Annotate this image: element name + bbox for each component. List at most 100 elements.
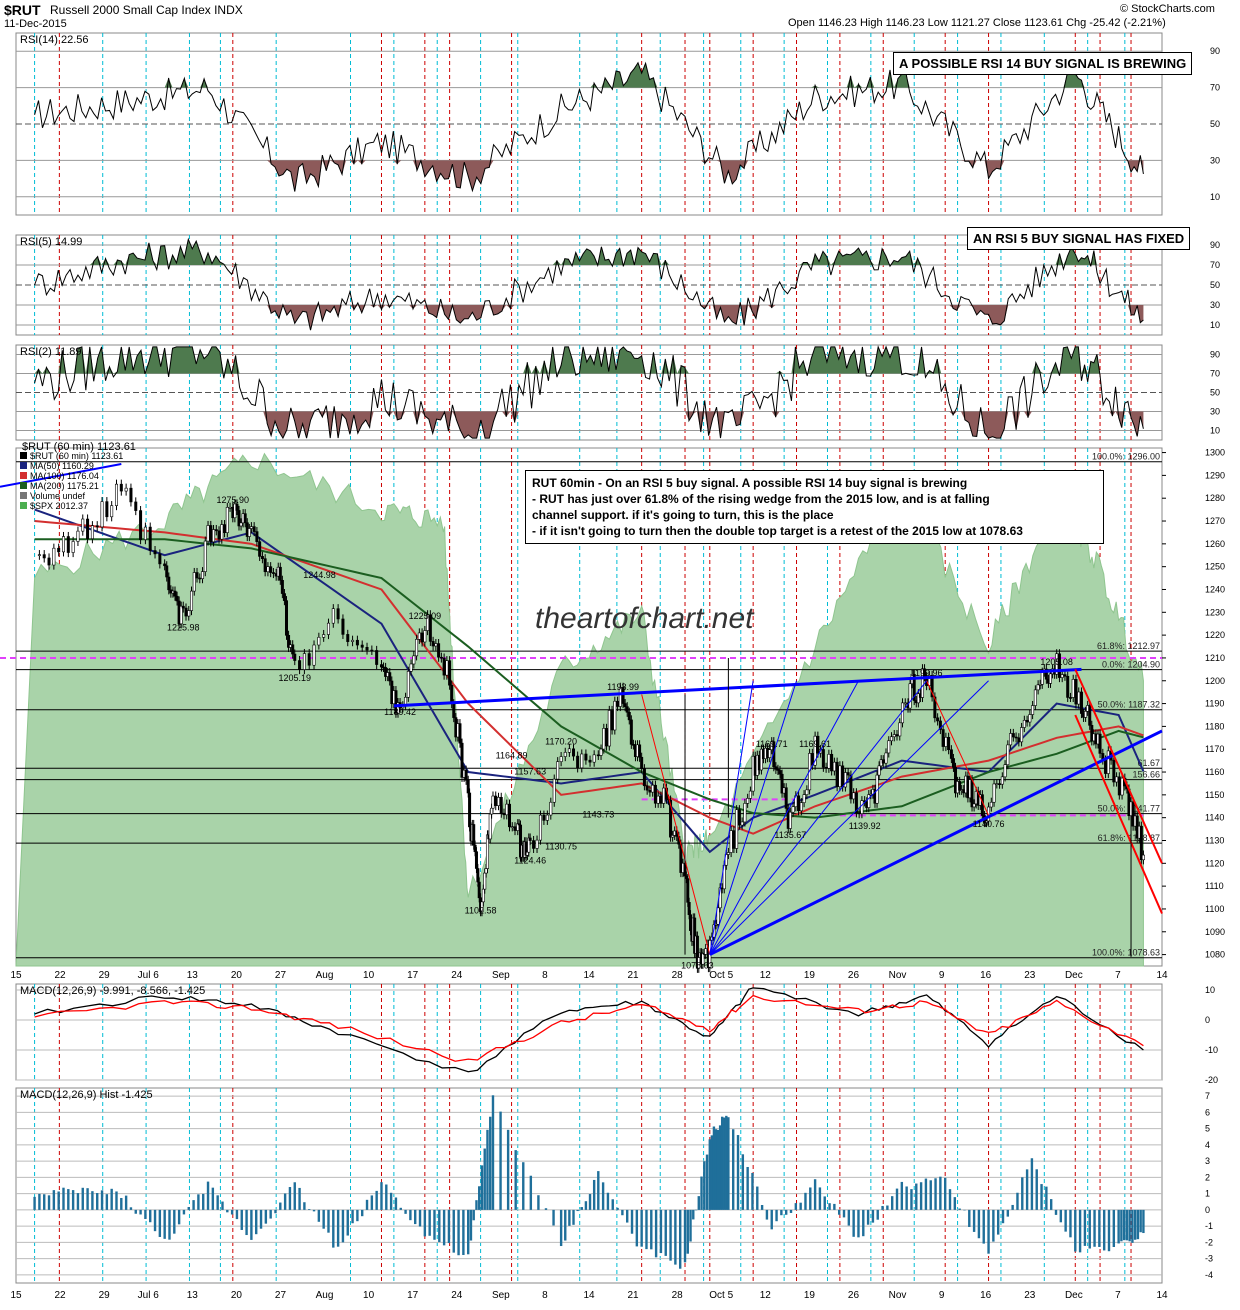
- price-candle-body: [187, 610, 191, 617]
- macd-hist-bar: [264, 1209, 268, 1224]
- macd-hist-bar: [1030, 1158, 1034, 1210]
- price-candle-body: [1038, 684, 1042, 686]
- x-tick-label: Jul 6: [138, 970, 160, 981]
- fib-level-label: 156.66: [1132, 770, 1160, 780]
- macd-hist-bar: [76, 1193, 80, 1210]
- x-tick-label: Dec: [1065, 970, 1083, 981]
- macd-hist-bar: [336, 1209, 340, 1247]
- price-candle-body: [280, 579, 284, 594]
- price-candle-body: [1131, 801, 1135, 827]
- price-candle-body: [559, 756, 563, 762]
- rsi-tick-label: 30: [1210, 300, 1220, 310]
- price-candle-body: [998, 783, 1002, 785]
- legend-swatch: [20, 452, 27, 459]
- price-candle-body: [247, 528, 251, 537]
- macd-hist-bar: [86, 1188, 89, 1210]
- macd-hist-bar: [279, 1202, 282, 1210]
- fib-level-label: 100.0%: 1078.63: [1092, 948, 1160, 958]
- price-candle-body: [605, 728, 609, 747]
- red-fan-line: [926, 680, 990, 816]
- price-candle-body: [90, 525, 94, 539]
- x-tick-label-bottom: 21: [628, 1290, 640, 1301]
- x-tick-label: 22: [55, 970, 67, 981]
- price-candle-body: [584, 753, 588, 761]
- price-candle-body: [854, 792, 858, 814]
- price-candle-body: [388, 672, 392, 682]
- price-candle-body: [613, 700, 617, 731]
- price-candle-body: [282, 593, 286, 601]
- macd-hist-bar: [105, 1194, 109, 1210]
- price-candle-body: [445, 660, 449, 676]
- price-candle-body: [549, 801, 553, 816]
- price-tick-label: 1100: [1205, 904, 1224, 914]
- price-candle-body: [452, 703, 456, 718]
- price-candle-body: [890, 736, 894, 742]
- price-candle-body: [198, 577, 202, 580]
- macd-hist-bar: [149, 1209, 152, 1223]
- price-candle-body: [788, 811, 792, 829]
- annotation-line: channel support. if it's going to turn, …: [532, 508, 834, 522]
- price-candle-body: [243, 513, 247, 524]
- macd-hist-bar: [192, 1200, 195, 1210]
- macd-hist-bar: [789, 1209, 793, 1213]
- price-candle-body: [1000, 776, 1004, 785]
- x-tick-label-bottom: 23: [1024, 1290, 1036, 1301]
- rsi-tick-label: 70: [1210, 369, 1220, 379]
- macd-hist-bar: [890, 1196, 894, 1210]
- price-candle-body: [220, 524, 224, 540]
- macd-hist-bar: [221, 1201, 224, 1210]
- price-candle-body: [1115, 776, 1119, 783]
- price-tick-label: 1160: [1205, 767, 1224, 777]
- header-symbol: $RUT: [4, 2, 41, 18]
- macd-tick-label: 0: [1205, 1015, 1210, 1025]
- macd-hist-bar: [714, 1129, 718, 1210]
- price-candle-body: [992, 783, 996, 803]
- price-candle-body: [588, 759, 592, 763]
- price-candle-body: [163, 563, 167, 567]
- macd-hist-bar: [57, 1191, 60, 1210]
- hist-tick-label: -2: [1205, 1237, 1213, 1247]
- macd-hist-bar: [177, 1209, 181, 1225]
- blue-fan-line: [709, 680, 927, 955]
- price-candle-body: [687, 902, 691, 915]
- price-candle-body: [412, 655, 416, 665]
- x-tick-label-bottom: 9: [939, 1290, 945, 1301]
- macd-hist-bar: [751, 1172, 754, 1210]
- fib-level-label: 61.8%: 1212.97: [1097, 641, 1160, 651]
- price-candle-body: [689, 914, 693, 931]
- macd-hist-bar: [529, 1175, 533, 1210]
- macd-hist-bar: [736, 1135, 740, 1210]
- rsi-tick-label: 90: [1210, 46, 1220, 56]
- macd-hist-bar: [823, 1196, 826, 1210]
- price-candle-body: [1011, 733, 1015, 738]
- x-tick-label-bottom: 15: [10, 1290, 22, 1301]
- macd-hist-bar: [312, 1209, 316, 1212]
- x-tick-label: 10: [363, 970, 375, 981]
- price-candle-body: [173, 590, 177, 597]
- macd-hist-bar: [283, 1193, 287, 1210]
- falling-channel-lower: [1074, 714, 1163, 914]
- price-candle-body: [331, 608, 335, 624]
- macd-hist-bar: [346, 1209, 349, 1236]
- price-label: 1205.08: [1040, 657, 1073, 667]
- price-candle-body: [602, 728, 606, 750]
- price-candle-body: [450, 684, 454, 705]
- wedge-lower-trendline: [709, 729, 1163, 956]
- price-candle-body: [341, 618, 345, 635]
- macd-hist-bar: [572, 1209, 575, 1225]
- price-candle-body: [596, 754, 600, 757]
- macd-hist-bar: [385, 1184, 388, 1210]
- x-tick-label-bottom: 10: [363, 1290, 375, 1301]
- rsi-overbought-fill: [16, 239, 1144, 265]
- x-tick-label: 16: [980, 970, 992, 981]
- price-tick-label: 1090: [1205, 927, 1225, 937]
- rsi-tick-label: 90: [1210, 350, 1220, 360]
- macd-hist-bar: [746, 1166, 749, 1210]
- macd-hist-bar: [394, 1197, 398, 1210]
- x-tick-label-bottom: 14: [583, 1290, 595, 1301]
- price-candle-body: [970, 779, 974, 808]
- macd-hist-bar: [727, 1117, 730, 1210]
- macd-hist-bar: [269, 1209, 272, 1219]
- price-candle-body: [607, 710, 611, 747]
- header-name: Russell 2000 Small Cap Index INDX: [50, 3, 243, 17]
